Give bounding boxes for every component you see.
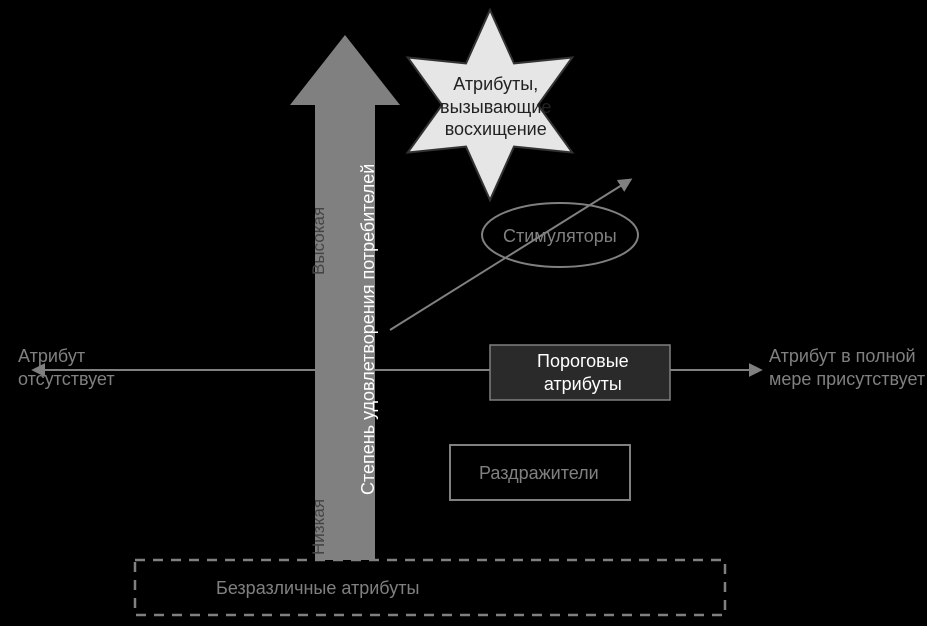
vertical-axis-low-label: Низкая (309, 499, 329, 555)
ellipse-label: Стимуляторы (503, 226, 617, 247)
axis-right-label: Атрибут в полной мере присутствует (769, 345, 925, 390)
vertical-big-arrow (290, 35, 400, 560)
diagram-stage: Атрибут отсутствует Атрибут в полной мер… (0, 0, 927, 626)
axis-left-label: Атрибут отсутствует (18, 345, 115, 390)
star-label: Атрибуты, вызывающие восхищение (440, 73, 551, 141)
indifferent-box-label: Безразличные атрибуты (216, 578, 419, 599)
vertical-axis-high-label: Высокая (309, 207, 329, 275)
threshold-box-label: Пороговые атрибуты (537, 350, 629, 395)
irritants-box-label: Раздражители (479, 463, 599, 484)
diagonal-arrow (390, 180, 630, 330)
vertical-axis-main-label: Степень удовлетворения потребителей (358, 164, 379, 495)
